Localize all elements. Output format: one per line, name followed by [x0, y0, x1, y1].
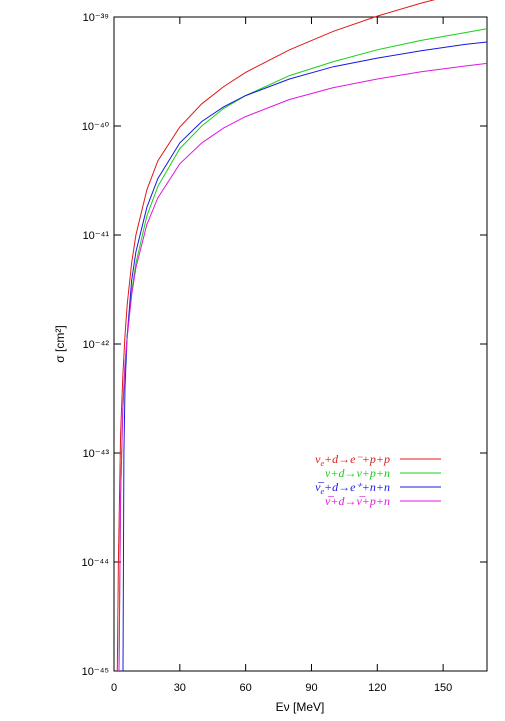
- x-tick-label: 150: [434, 682, 452, 694]
- x-tick-label: 0: [111, 682, 117, 694]
- x-tick-label: 120: [368, 682, 386, 694]
- axis-ticks: 0 30 60 90 120 150 10⁻⁴⁵ 10⁻⁴⁴ 10⁻⁴³ 10⁻⁴² 10⁻⁴¹ 10…: [82, 12, 487, 694]
- y-tick-label: 10⁻³⁹: [83, 12, 109, 24]
- y-tick-label: 10⁻⁴⁵: [82, 666, 109, 678]
- x-axis-label: Eν [MeV]: [276, 700, 325, 714]
- legend-entry-label: νe+d→e⁻+p+p: [315, 452, 390, 468]
- series-line-1: [118, 28, 488, 672]
- series-line-2: [122, 41, 488, 672]
- legend-symbol: ν: [325, 466, 331, 480]
- y-tick-label: 10⁻⁴³: [83, 448, 110, 460]
- series-line-0: [116, 0, 436, 672]
- legend-reaction: +d→ν̅+p+n: [330, 494, 390, 508]
- plot-frame: [113, 16, 488, 672]
- x-tick-label: 60: [240, 682, 252, 694]
- legend-symbol: ν̅: [325, 494, 334, 508]
- legend: νe+d→e⁻+p+pν+d→ν+p+nν̅e+d→e⁺+n+nν̅+d→ν̅+…: [315, 452, 441, 508]
- legend-symbol: ν: [315, 452, 321, 466]
- legend-entry-label: ν+d→ν+p+n: [325, 466, 390, 480]
- y-axis-label: σ [cm²]: [53, 325, 67, 362]
- y-tick-label: 10⁻⁴²: [83, 339, 110, 351]
- x-tick-label: 30: [174, 682, 186, 694]
- y-tick-label: 10⁻⁴⁴: [82, 557, 110, 569]
- y-tick-label: 10⁻⁴⁰: [82, 121, 110, 133]
- x-tick-label: 90: [305, 682, 317, 694]
- legend-reaction: +d→ν+p+n: [330, 466, 390, 480]
- series-layer: [116, 0, 488, 672]
- y-tick-label: 10⁻⁴¹: [83, 230, 110, 242]
- legend-entry-label: ν̅+d→ν̅+p+n: [325, 494, 390, 508]
- legend-entry-label: ν̅e+d→e⁺+n+n: [315, 480, 390, 496]
- series-line-3: [118, 62, 488, 672]
- legend-reaction: +d→e⁺+n+n: [324, 480, 390, 494]
- legend-reaction: +d→e⁻+p+p: [324, 452, 390, 466]
- legend-subscript: e: [320, 459, 324, 468]
- legend-symbol: ν̅: [315, 480, 324, 494]
- legend-subscript: e: [320, 487, 324, 496]
